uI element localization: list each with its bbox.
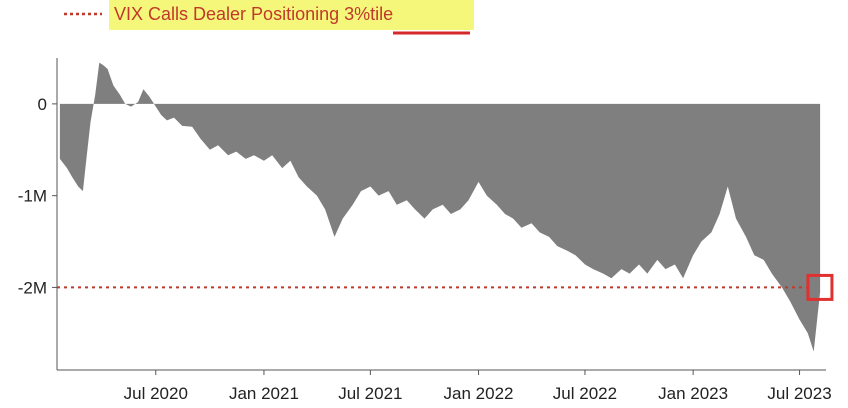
x-axis: Jul 2020 Jan 2021 Jul 2021 Jan 2022 Jul 2022… [57,369,832,403]
x-tick-label: Jan 2021 [229,384,299,403]
x-tick-label: Jan 2023 [658,384,728,403]
legend-label-percentile: 3%tile [344,4,393,24]
legend: VIX Calls Dealer Positioning 3%tile [64,0,474,35]
x-tick-label: Jul 2022 [553,384,617,403]
y-tick-label: -2M [18,278,47,297]
x-tick-label: Jul 2020 [124,384,188,403]
legend-highlight [109,0,474,30]
y-tick-label: -1M [18,187,47,206]
x-tick-label: Jan 2022 [444,384,514,403]
x-tick-label: Jul 2023 [767,384,831,403]
x-tick-label: Jul 2021 [338,384,402,403]
series-area [59,62,821,352]
highlight-box [806,273,834,301]
y-tick-label: 0 [38,95,47,114]
y-axis: 0 -1M -2M [18,58,58,370]
legend-label-prefix: VIX Calls Dealer Positioning [114,4,344,24]
legend-label: VIX Calls Dealer Positioning 3%tile [114,4,393,24]
